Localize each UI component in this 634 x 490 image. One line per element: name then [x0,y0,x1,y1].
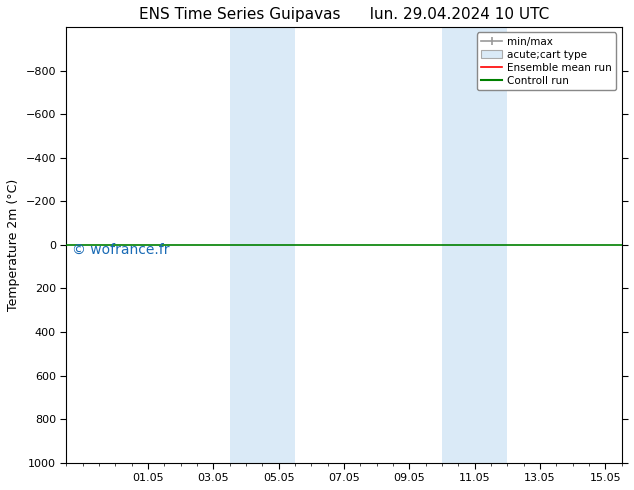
Y-axis label: Temperature 2m (°C): Temperature 2m (°C) [7,179,20,311]
Title: ENS Time Series Guipavas      lun. 29.04.2024 10 UTC: ENS Time Series Guipavas lun. 29.04.2024… [139,7,549,22]
Bar [442,27,475,463]
Bar [230,27,262,463]
Legend: min/max, acute;cart type, Ensemble mean run, Controll run: min/max, acute;cart type, Ensemble mean … [477,32,616,90]
Bar [475,27,507,463]
Text: © wofrance.fr: © wofrance.fr [72,243,169,257]
Bar [262,27,295,463]
